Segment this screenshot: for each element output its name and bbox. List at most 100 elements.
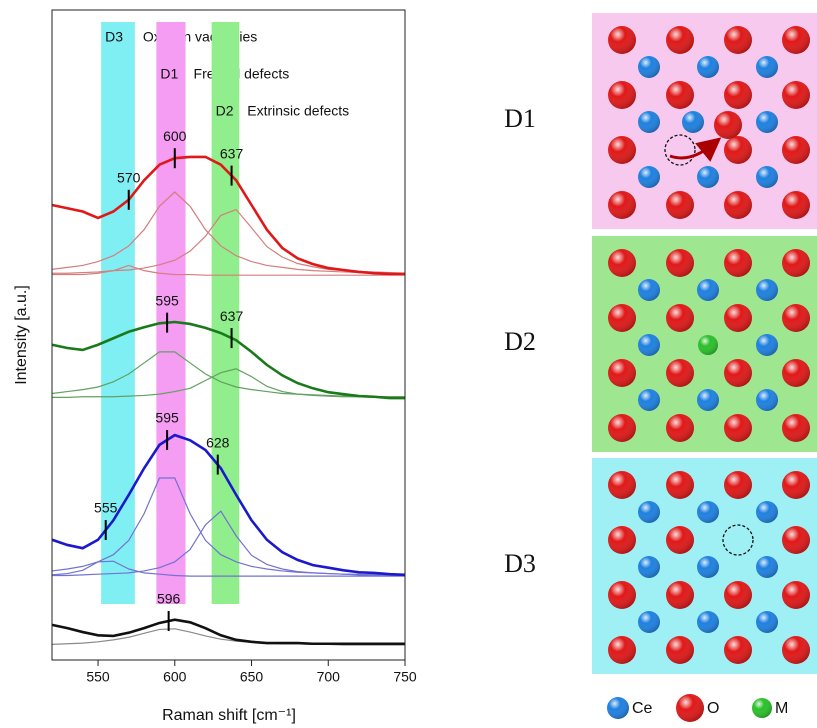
o-atom-shine bbox=[608, 471, 636, 499]
legend-label: O bbox=[707, 700, 719, 717]
ce-atom-shine bbox=[697, 389, 719, 411]
o-atom-shine bbox=[666, 81, 694, 109]
o-atom-shine bbox=[608, 304, 636, 332]
o-atom-shine bbox=[782, 304, 810, 332]
o-atom-shine bbox=[724, 581, 752, 609]
ce-atom-shine bbox=[697, 556, 719, 578]
peak-label: 595 bbox=[155, 292, 179, 308]
o-atom-shine bbox=[724, 249, 752, 277]
o-atom-shine bbox=[666, 581, 694, 609]
band-label: D3 bbox=[105, 29, 123, 45]
o-atom-shine bbox=[782, 26, 810, 54]
o-atom-shine bbox=[724, 81, 752, 109]
band-text: Frenkel defects bbox=[194, 66, 290, 82]
ce-atom-shine bbox=[638, 389, 660, 411]
o-atom-shine bbox=[782, 249, 810, 277]
o-atom-shine bbox=[782, 471, 810, 499]
o-atom-shine bbox=[666, 304, 694, 332]
m-atom-shine bbox=[698, 335, 718, 355]
o-interstitial-shine bbox=[714, 111, 742, 139]
o-atom-shine bbox=[724, 359, 752, 387]
o-atom-shine bbox=[724, 636, 752, 664]
o-atom-shine bbox=[666, 26, 694, 54]
peak-label: 628 bbox=[206, 434, 230, 450]
ce-atom-shine bbox=[638, 334, 660, 356]
ce-atom-shine bbox=[756, 501, 778, 523]
o-atom-shine bbox=[724, 414, 752, 442]
plot-frame bbox=[51, 9, 406, 661]
x-tick-label: 700 bbox=[317, 669, 341, 685]
ce-atom-shine bbox=[756, 556, 778, 578]
x-tick-label: 600 bbox=[163, 669, 187, 685]
legend-swatch-shine bbox=[752, 698, 772, 718]
y-axis-label: Intensity [a.u.] bbox=[13, 285, 30, 385]
legend-label: M bbox=[775, 700, 788, 717]
x-tick-label: 550 bbox=[86, 669, 110, 685]
ce-atom-shine bbox=[638, 501, 660, 523]
vacancy bbox=[722, 524, 754, 556]
o-atom-shine bbox=[666, 249, 694, 277]
o-atom-shine bbox=[608, 359, 636, 387]
vacancy bbox=[664, 134, 696, 166]
o-atom-shine bbox=[782, 636, 810, 664]
x-tick-label: 750 bbox=[393, 669, 417, 685]
peak-label: 555 bbox=[94, 500, 118, 516]
o-atom-shine bbox=[782, 526, 810, 554]
peak-label: 637 bbox=[220, 308, 244, 324]
o-atom-shine bbox=[666, 359, 694, 387]
o-atom-shine bbox=[666, 526, 694, 554]
ce-atom-shine bbox=[756, 279, 778, 301]
legend-swatch-shine bbox=[607, 697, 629, 719]
ce-atom-shine bbox=[756, 389, 778, 411]
ce-atom-shine bbox=[756, 611, 778, 633]
band bbox=[101, 22, 135, 604]
spectrum bbox=[51, 433, 406, 577]
legend-label: Ce bbox=[632, 700, 653, 717]
o-atom-shine bbox=[666, 471, 694, 499]
ce-atom-shine bbox=[638, 611, 660, 633]
o-atom-shine bbox=[608, 526, 636, 554]
fit-component bbox=[51, 351, 405, 398]
o-atom-shine bbox=[608, 81, 636, 109]
o-atom-shine bbox=[608, 136, 636, 164]
peak-label: 570 bbox=[117, 170, 141, 186]
o-atom-shine bbox=[782, 414, 810, 442]
ce-atom-shine bbox=[697, 166, 719, 188]
ce-atom-shine bbox=[756, 56, 778, 78]
o-atom-shine bbox=[724, 191, 752, 219]
migration-arrow bbox=[669, 137, 722, 162]
panel-label: D1 bbox=[504, 104, 536, 133]
o-atom-shine bbox=[782, 581, 810, 609]
o-atom-shine bbox=[608, 581, 636, 609]
fit-component bbox=[52, 510, 405, 577]
o-atom-shine bbox=[782, 191, 810, 219]
x-axis-label: Raman shift [cm⁻¹] bbox=[162, 707, 296, 724]
ce-atom-shine bbox=[638, 56, 660, 78]
o-atom-shine bbox=[724, 304, 752, 332]
band-label: D2 bbox=[216, 103, 234, 119]
x-tick-label: 650 bbox=[240, 669, 264, 685]
ce-atom-shine bbox=[697, 279, 719, 301]
o-atom-shine bbox=[608, 414, 636, 442]
o-atom-shine bbox=[666, 191, 694, 219]
ce-atom-shine bbox=[638, 556, 660, 578]
panel-label: D2 bbox=[504, 327, 536, 356]
ce-atom-shine bbox=[697, 56, 719, 78]
fit-component bbox=[51, 560, 405, 577]
peak-label: 596 bbox=[157, 591, 181, 607]
o-atom-shine bbox=[782, 81, 810, 109]
ce-atom-shine bbox=[756, 111, 778, 133]
peak-label: 637 bbox=[220, 145, 244, 161]
lattice-diagrams: D1 D2 D3 Ce O M bbox=[504, 13, 817, 722]
o-atom-shine bbox=[724, 26, 752, 54]
ce-atom-shine bbox=[697, 611, 719, 633]
ce-atom-shine bbox=[638, 111, 660, 133]
fit-component bbox=[52, 368, 405, 398]
o-atom-shine bbox=[724, 471, 752, 499]
o-atom-shine bbox=[666, 636, 694, 664]
ce-atom-shine bbox=[756, 334, 778, 356]
band-text: Extrinsic defects bbox=[247, 103, 349, 119]
ce-atom-shine bbox=[697, 501, 719, 523]
o-atom-shine bbox=[782, 359, 810, 387]
